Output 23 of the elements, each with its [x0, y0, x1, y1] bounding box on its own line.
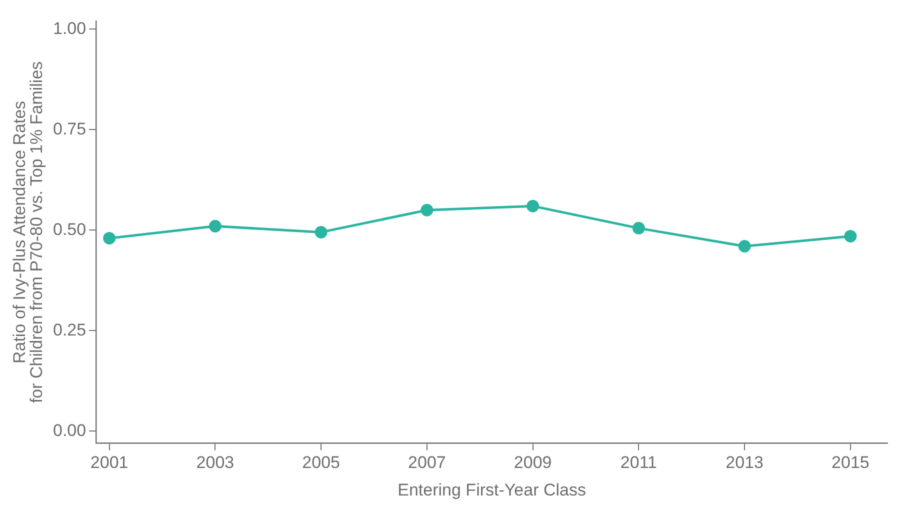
point — [103, 232, 116, 244]
y-tick-label: 0.75 — [52, 119, 86, 138]
x-tick-label: 2011 — [620, 453, 657, 472]
point — [208, 220, 222, 232]
x-tick-label: 2003 — [196, 453, 234, 472]
x-tick-label: 2001 — [90, 453, 128, 472]
y-axis-title: Ratio of Ivy-Plus Attendance Rates for Children from P70-80 vs. Top 1% Families — [10, 61, 46, 404]
point — [420, 204, 434, 216]
x-tick-label: 2013 — [726, 453, 764, 472]
y-tick-label: 0.00 — [52, 420, 86, 440]
x-tick-label: 2005 — [302, 453, 340, 472]
x-tick-label: 2007 — [408, 453, 446, 472]
point — [738, 240, 751, 253]
point — [844, 230, 857, 242]
x-tick-label: 2015 — [832, 453, 870, 472]
x-axis-title: Entering First-Year Class — [398, 480, 586, 500]
point — [314, 226, 328, 238]
point — [526, 200, 540, 212]
y-tick-label: 0.25 — [52, 320, 86, 340]
x-tick-label: 2009 — [514, 453, 552, 472]
y-tick-label: 1.00 — [52, 18, 86, 38]
y-tick-label: 0.50 — [52, 220, 86, 239]
point — [632, 222, 645, 234]
